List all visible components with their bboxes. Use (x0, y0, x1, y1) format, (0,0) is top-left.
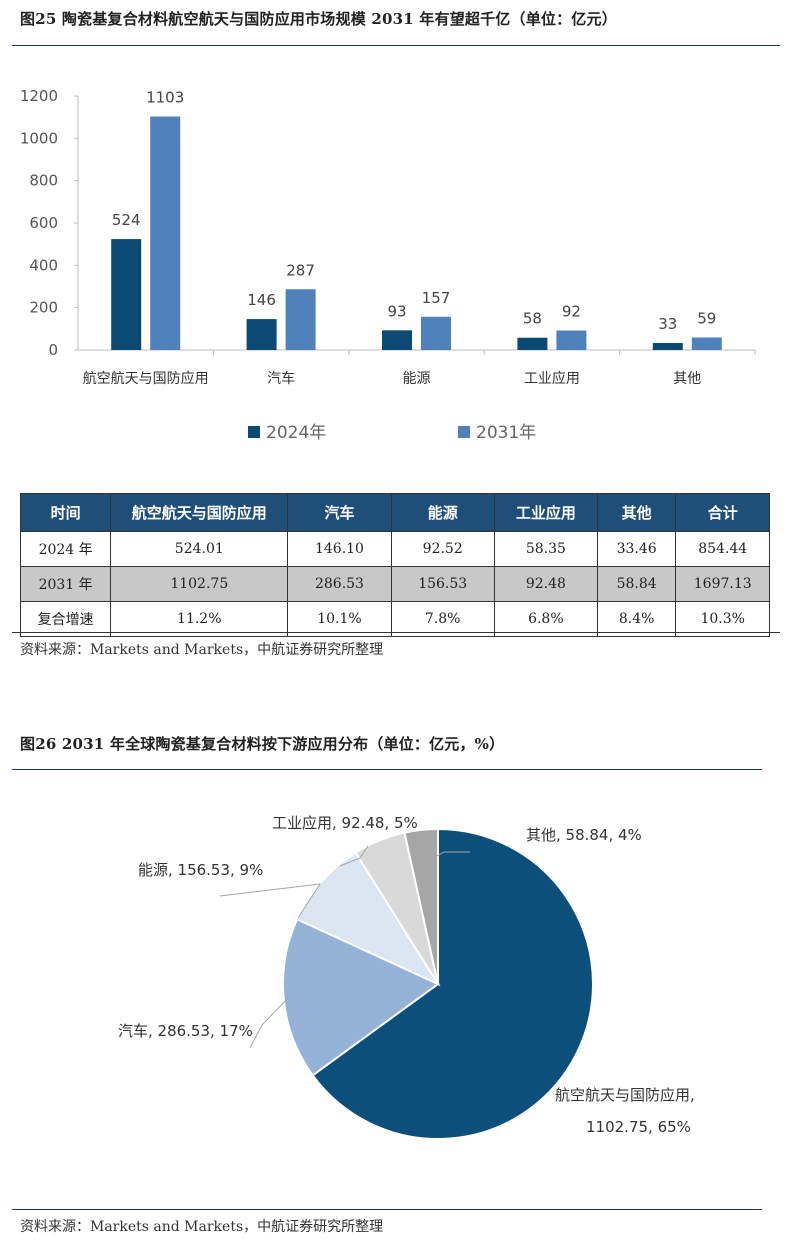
table-cell: 58.84 (596, 566, 677, 602)
table-cell: 92.48 (493, 566, 598, 602)
table-cell: 10.3% (675, 601, 770, 637)
pie-slice (282, 917, 440, 1077)
bar (421, 316, 451, 350)
table-header-cell: 合计 (675, 493, 770, 532)
bar (111, 239, 142, 350)
table-bottom-rule (12, 632, 780, 633)
data-label: 157 (422, 289, 451, 307)
x-tick-label: 能源 (403, 371, 431, 387)
table-cell: 146.10 (287, 531, 392, 567)
table-cell: 854.44 (675, 531, 770, 567)
y-tick-label: 400 (29, 256, 58, 274)
table-cell: 524.01 (110, 531, 289, 567)
fig26-title: 图26 2031 年全球陶瓷基复合材料按下游应用分布（单位：亿元，%） (20, 735, 505, 753)
y-tick-label: 1000 (20, 129, 58, 147)
slice-label: 工业应用, 92.48, 5% (272, 814, 418, 832)
table-cell: 156.53 (390, 566, 495, 602)
table-cell: 2024 年 (19, 531, 112, 567)
table-cell: 6.8% (493, 601, 598, 637)
table-cell: 复合增速 (19, 601, 112, 637)
x-tick-label: 其他 (673, 371, 701, 387)
table-cell: 1102.75 (110, 566, 289, 602)
table-header-row: 时间 航空航天与国防应用 汽车 能源 工业应用 其他 合计 (19, 493, 770, 532)
x-tick-label: 工业应用 (524, 370, 580, 387)
bar-chart: 0 200 400 600 800 1000 1200 航空航天与国防应用 524 1103 汽车 1… (20, 87, 756, 443)
table-cell: 11.2% (110, 601, 289, 637)
data-label: 58 (523, 310, 542, 328)
leader-line (249, 995, 291, 1049)
table-row: 2024 年 524.01 146.10 92.52 58.35 33.46 8… (19, 531, 770, 567)
slice-label: 航空航天与国防应用, (555, 1086, 695, 1104)
source-note-1: 资料来源：Markets and Markets，中航证券研究所整理 (20, 642, 384, 658)
bar (652, 343, 683, 350)
data-table: 时间 航空航天与国防应用 汽车 能源 工业应用 其他 合计 2024 年 524… (19, 493, 770, 637)
pie-slice (403, 827, 439, 985)
table-cell: 10.1% (287, 601, 392, 637)
data-label: 93 (387, 302, 406, 320)
slice-label: 能源, 156.53, 9% (138, 861, 263, 879)
table-header-cell: 工业应用 (493, 493, 598, 532)
data-label: 92 (562, 303, 581, 321)
x-tick-label: 汽车 (267, 370, 295, 387)
table-cell: 8.4% (596, 601, 677, 637)
leader-line (219, 883, 321, 919)
bar (556, 330, 587, 350)
data-label: 59 (697, 310, 716, 328)
table-cell: 286.53 (287, 566, 392, 602)
source-note-2: 资料来源：Markets and Markets，中航证券研究所整理 (20, 1219, 384, 1235)
leader-line (339, 845, 369, 867)
table-cell: 58.35 (493, 531, 598, 567)
data-label: 146 (247, 291, 276, 309)
y-tick-label: 0 (48, 341, 58, 359)
bar (691, 337, 722, 350)
table-header-cell: 其他 (596, 493, 677, 532)
fig26-rule (12, 769, 762, 770)
table-row: 2031 年 1102.75 286.53 156.53 92.48 58.84… (19, 566, 770, 602)
bar (246, 319, 277, 350)
leader-line (425, 851, 470, 863)
bar (285, 289, 316, 350)
y-tick-label: 200 (29, 299, 58, 317)
table-cell: 2031 年 (19, 566, 112, 602)
legend-label: 2024年 (266, 423, 326, 443)
data-label: 524 (112, 211, 141, 229)
slice-label: 其他, 58.84, 4% (526, 826, 642, 844)
legend-label: 2031年 (476, 423, 536, 443)
table-header-cell: 汽车 (287, 493, 392, 532)
table-cell: 1697.13 (675, 566, 770, 602)
table-cell: 33.46 (596, 531, 677, 567)
table-cell: 7.8% (390, 601, 495, 637)
slice-label: 1102.75, 65% (586, 1118, 691, 1136)
legend-swatch (458, 426, 470, 438)
bar (150, 116, 181, 350)
table-header-cell: 能源 (390, 493, 495, 532)
data-label: 287 (286, 261, 315, 279)
legend-swatch (248, 426, 260, 438)
bar (382, 330, 412, 350)
slice-label: 汽车, 286.53, 17% (118, 1022, 253, 1040)
pie-slice (311, 827, 594, 1140)
bar (517, 337, 548, 350)
y-tick-label: 600 (29, 214, 58, 232)
y-tick-label: 1200 (20, 87, 58, 105)
y-tick-label: 800 (29, 172, 58, 190)
x-tick-label: 航空航天与国防应用 (83, 370, 209, 387)
data-label: 33 (658, 315, 677, 333)
table-row: 复合增速 11.2% 10.1% 7.8% 6.8% 8.4% 10.3% (19, 601, 770, 637)
table-cell: 92.52 (390, 531, 495, 567)
fig25-title: 图25 陶瓷基复合材料航空航天与国防应用市场规模 2031 年有望超千亿（单位：… (20, 10, 617, 28)
table-header-cell: 时间 (19, 493, 112, 532)
pie-chart: 航空航天与国防应用, 1102.75, 65% 汽车, 286.53, 17% 能源,… (118, 814, 695, 1140)
fig25-rule (12, 45, 780, 46)
data-label: 1103 (146, 89, 184, 107)
fig26-bottom-rule (12, 1209, 762, 1210)
table-header-cell: 航空航天与国防应用 (110, 493, 289, 532)
